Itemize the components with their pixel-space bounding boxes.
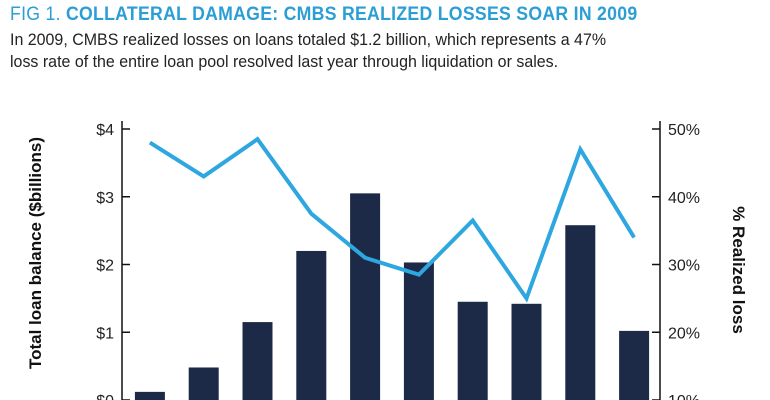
subtitle-line-2: loss rate of the entire loan pool resolv…: [10, 52, 559, 71]
left-axis-ticks: $0 $1 $2 $3 $4: [96, 122, 130, 400]
bar: [350, 193, 381, 400]
bar: [403, 262, 434, 400]
bar: [134, 391, 165, 400]
bar: [511, 303, 542, 400]
figure-number: FIG 1.: [10, 4, 61, 25]
chart-subtitle: In 2009, CMBS realized losses on loans t…: [10, 29, 762, 73]
right-tick-label: 50%: [668, 122, 700, 139]
left-tick-label: $4: [96, 122, 114, 139]
right-tick-label: 40%: [668, 190, 700, 207]
subtitle-line-1: In 2009, CMBS realized losses on loans t…: [10, 30, 607, 49]
chart-header: FIG 1. COLLATERAL DAMAGE: CMBS REALIZED …: [10, 4, 760, 73]
bar: [565, 225, 596, 400]
bar: [242, 322, 273, 400]
chart-title: FIG 1. COLLATERAL DAMAGE: CMBS REALIZED …: [10, 4, 708, 26]
right-tick-label: 10%: [668, 393, 700, 400]
right-axis-label: % Realized loss: [729, 206, 748, 334]
figure-title: COLLATERAL DAMAGE: CMBS REALIZED LOSSES …: [65, 4, 638, 25]
left-tick-label: $3: [96, 190, 114, 207]
bar: [619, 330, 650, 400]
bar-series: [134, 193, 650, 400]
left-axis-label: Total loan balance ($billions): [26, 137, 45, 369]
right-axis-ticks: 10% 20% 30% 40% 50%: [652, 122, 700, 400]
left-tick-label: $1: [96, 325, 114, 342]
bar: [188, 367, 219, 400]
left-tick-label: $2: [96, 258, 114, 275]
bar: [296, 250, 327, 400]
right-tick-label: 30%: [668, 258, 700, 275]
bar: [457, 301, 488, 400]
right-tick-label: 20%: [668, 325, 700, 342]
loss-rate-line: [148, 136, 636, 303]
left-tick-label: $0: [96, 393, 114, 400]
